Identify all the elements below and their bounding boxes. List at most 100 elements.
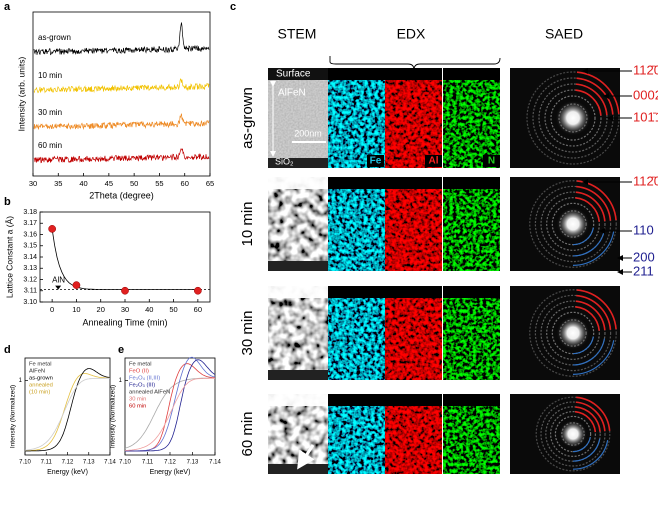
- element-tag: [483, 155, 500, 167]
- edx-band: [328, 68, 385, 80]
- legend-entry: 30 min: [129, 397, 146, 403]
- legend-entry: annealed: [29, 383, 53, 389]
- edx-map: [328, 394, 385, 474]
- series-label: 60 min: [38, 141, 62, 150]
- edx-band: [443, 68, 500, 80]
- data-point: [72, 281, 81, 289]
- indexed-arc: [572, 440, 609, 470]
- diffraction-ring: [544, 89, 602, 147]
- indexed-arc: [572, 231, 615, 266]
- element-tag: [367, 155, 384, 167]
- row-label: as-grown: [239, 87, 256, 149]
- x-tick-label: 30: [121, 305, 129, 314]
- x-tick-label: 60: [194, 305, 202, 314]
- legend-entry: as-grown: [29, 376, 53, 382]
- edx-band: [385, 177, 442, 189]
- x-tick-label: 40: [79, 179, 87, 188]
- indexed-arc: [575, 83, 608, 116]
- inset-arrow: [297, 444, 315, 470]
- indexed-arc: [572, 436, 591, 453]
- element-label: N: [488, 156, 495, 167]
- diffraction-ring: [554, 415, 592, 453]
- indexed-arc: [574, 410, 597, 433]
- edx-map: [443, 394, 500, 474]
- diffraction-ring: [540, 401, 606, 467]
- panel-label: e: [118, 344, 124, 356]
- indexed-arc: [572, 338, 606, 366]
- y-tick-label: 3.12: [23, 276, 37, 283]
- panel-label: d: [4, 344, 11, 356]
- data-point: [48, 225, 56, 233]
- plot-frame: [32, 11, 211, 177]
- row-label: 10 min: [239, 201, 256, 246]
- x-tick-label: 7.10: [119, 460, 131, 466]
- diffraction-ring: [535, 396, 611, 472]
- hkl-label: 211: [633, 263, 654, 278]
- hkl-label: 200: [633, 249, 655, 264]
- edx-map: [385, 177, 442, 271]
- x-tick-label: 7.14: [104, 460, 116, 466]
- edx-band: [385, 286, 442, 298]
- panel-label: a: [4, 1, 11, 13]
- y-axis-label: Intensity (Normalized): [10, 385, 17, 448]
- element-tag: [425, 155, 442, 167]
- indexed-arc: [572, 340, 615, 375]
- edx-map: [443, 177, 500, 271]
- y-tick-label: 3.15: [23, 243, 37, 250]
- reference-marker: [55, 285, 62, 290]
- diffraction-ring: [529, 180, 617, 268]
- x-tick-label: 45: [105, 179, 113, 188]
- indexed-arc: [575, 89, 602, 116]
- panel-label: c: [230, 1, 236, 13]
- x-axis-label: Energy (keV): [150, 469, 191, 476]
- edx-map: [385, 68, 442, 168]
- stem-band: [268, 394, 328, 406]
- y-tick-label: 3.14: [23, 254, 37, 261]
- stem-band: [268, 177, 328, 189]
- column-header: STEM: [278, 26, 317, 42]
- spectrum-line: [33, 148, 210, 164]
- y-tick-label: 3.16: [23, 231, 37, 238]
- x-axis-label: Annealing Time (min): [82, 317, 167, 327]
- indexed-arc: [576, 294, 612, 330]
- y-axis-label: Intensity (Normalized): [110, 385, 117, 448]
- diffraction-ring: [534, 294, 612, 372]
- data-point: [121, 286, 129, 295]
- indexed-arc: [572, 336, 594, 355]
- y-tick-label: 3.18: [23, 209, 37, 216]
- row-label: 30 min: [239, 310, 256, 355]
- x-tick-label: 7.13: [83, 460, 95, 466]
- beam-glow: [556, 316, 590, 350]
- x-tick-label: 35: [54, 179, 62, 188]
- x-tick-label: 7.11: [41, 460, 53, 466]
- indexed-arc: [572, 438, 601, 462]
- legend-entry: (10 min): [29, 390, 50, 396]
- row-label: 60 min: [239, 411, 256, 456]
- legend-entry: annealed AlFeN: [129, 390, 170, 396]
- spectrum-line: [25, 368, 111, 452]
- y-tick-label: 3.13: [23, 265, 37, 272]
- beam-glow: [556, 207, 590, 241]
- diffraction-ring: [529, 289, 617, 377]
- legend-entry: Fe metal: [29, 362, 52, 368]
- spectrum-line: [33, 78, 210, 94]
- y-tick-label: 3.11: [24, 288, 37, 295]
- diffraction-ring: [534, 185, 612, 263]
- diffraction-ring: [550, 95, 596, 141]
- indexed-arc: [575, 406, 601, 432]
- edx-band: [443, 394, 500, 406]
- column-header: EDX: [397, 26, 426, 42]
- fit-curve: [51, 228, 198, 290]
- x-tick-label: 0: [50, 305, 54, 314]
- series-label: 30 min: [38, 108, 62, 117]
- x-tick-label: 20: [97, 305, 105, 314]
- y-tick-label: 3.17: [23, 220, 37, 227]
- scale-label: 200nm: [294, 128, 322, 138]
- hkl-label: 110: [633, 222, 654, 237]
- legend-entry: AlFeN: [29, 369, 45, 375]
- beam-glow: [558, 419, 588, 449]
- x-axis-label: Energy (keV): [47, 469, 88, 476]
- indexed-arc: [572, 227, 594, 246]
- spectrum-line: [25, 373, 110, 452]
- spectrum-line: [33, 22, 210, 56]
